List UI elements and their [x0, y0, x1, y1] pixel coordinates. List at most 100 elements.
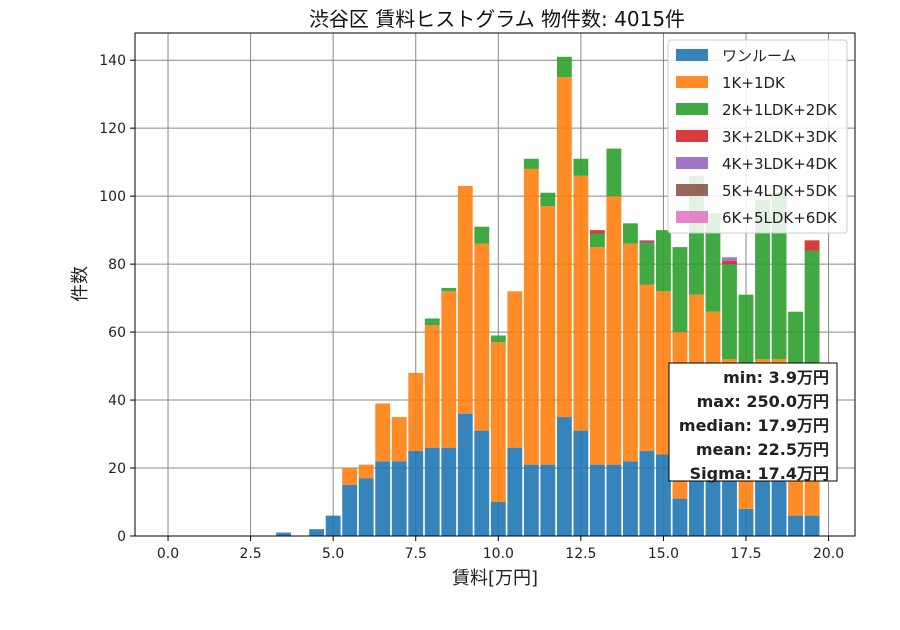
legend-swatch [676, 130, 708, 142]
bar-segment [589, 233, 605, 248]
bar-segment [788, 515, 803, 536]
bar-segment [474, 430, 490, 536]
bar-segment [540, 206, 556, 465]
bar-segment [523, 158, 539, 169]
plot-frame [134, 32, 856, 537]
bar-segment [408, 372, 424, 452]
bar-segment [375, 403, 391, 462]
legend-swatch [676, 103, 708, 115]
x-tick-label: 20.0 [813, 546, 844, 562]
legend: ワンルーム 1K+1DK 2K+1LDK+2DK 3K+2LDK+3DK 4K+3LDK… [667, 39, 848, 234]
bar-segment [325, 515, 341, 536]
bar-segment [622, 223, 638, 244]
bar-segment [738, 508, 754, 536]
bar-segment [424, 318, 440, 326]
bar-segment [523, 464, 539, 536]
x-axis-ticks: 0.0 2.5 5.0 7.5 10.0 12.5 15.0 17.5 20.0 [157, 536, 844, 562]
bar-segment [441, 447, 457, 536]
bar-segment [672, 498, 688, 536]
stats-line: median: 17.9万円 [679, 416, 829, 435]
x-tick-label: 2.5 [239, 546, 261, 562]
bar-segment [639, 284, 655, 452]
y-tick-label: 0 [117, 529, 126, 545]
legend-box [667, 39, 848, 234]
x-tick-label: 15.0 [648, 546, 679, 562]
y-tick-label: 140 [99, 53, 126, 69]
bar-segment [556, 56, 572, 78]
bar-segment [342, 485, 358, 536]
bar-segment [556, 77, 572, 418]
y-tick-label: 80 [108, 257, 126, 273]
legend-swatch [676, 76, 708, 88]
bar-segment [540, 192, 556, 207]
bar-segment [391, 417, 407, 462]
bar-segment [656, 230, 671, 292]
bar-segment [639, 243, 655, 285]
x-tick-label: 0.0 [157, 546, 179, 562]
legend-label: 3K+2LDK+3DK [722, 128, 838, 146]
stats-box-frame [668, 362, 838, 482]
bar-segment [375, 461, 391, 536]
bar-segment [804, 515, 820, 536]
bar-segment [474, 226, 490, 244]
legend-label: 2K+1LDK+2DK [722, 101, 838, 119]
bar-segment [606, 464, 622, 536]
bar-segment [490, 342, 506, 503]
stats-line: max: 250.0万円 [697, 392, 829, 411]
y-axis-ticks: 0 20 40 60 80 100 120 140 [99, 53, 135, 545]
x-tick-label: 10.0 [483, 546, 514, 562]
bar-segment [606, 148, 622, 197]
bar-segment [606, 196, 622, 465]
bar-segment [771, 192, 787, 360]
x-tick-label: 12.5 [565, 546, 596, 562]
legend-swatch [676, 157, 708, 169]
bar-segment [738, 294, 754, 377]
x-tick-label: 5.0 [322, 546, 344, 562]
bar-segment [441, 287, 457, 292]
x-axis-label: 賃料[万円] [452, 568, 538, 589]
bar-segment [391, 461, 407, 536]
legend-label: 4K+3LDK+4DK [722, 155, 838, 173]
y-tick-label: 100 [99, 189, 126, 205]
bar-segment [342, 468, 358, 486]
bar-segment [556, 417, 572, 536]
y-tick-label: 20 [108, 461, 126, 477]
legend-label: 6K+5LDK+6DK [722, 209, 838, 227]
legend-label: 5K+4LDK+5DK [722, 182, 838, 200]
bar-segment [490, 335, 506, 343]
y-tick-label: 40 [108, 393, 126, 409]
legend-label: ワンルーム [722, 47, 797, 65]
bar-segment [755, 199, 770, 360]
bar-segment [441, 291, 457, 448]
bar-segment [507, 291, 523, 448]
bar-segment [705, 213, 721, 312]
bar-segment [622, 461, 638, 536]
bar-segment [589, 247, 605, 465]
bar-segment [589, 464, 605, 536]
bar-segment [573, 430, 589, 536]
bar-segment [589, 230, 605, 234]
bar-segment [309, 529, 325, 536]
bar-segment [474, 243, 490, 431]
x-tick-label: 17.5 [730, 546, 761, 562]
bar-segment [656, 454, 671, 536]
bar-segment [424, 325, 440, 448]
bar-segment [672, 247, 688, 333]
legend-label: 1K+1DK [722, 74, 786, 92]
y-tick-label: 120 [99, 121, 126, 137]
bar-segment [490, 502, 506, 536]
bar-segment [639, 240, 655, 244]
bar-segment [358, 464, 374, 479]
y-axis-label: 件数 [70, 266, 91, 302]
bar-segment [573, 175, 589, 431]
stats-box: min: 3.9万円 max: 250.0万円 median: 17.9万円 mean… [668, 362, 838, 483]
bar-segment [722, 260, 737, 265]
bar-segment [507, 447, 523, 536]
bar-segment [573, 158, 589, 176]
x-tick-label: 7.5 [405, 546, 427, 562]
bar-segment [358, 478, 374, 536]
stats-line: Sigma: 17.4万円 [690, 464, 829, 483]
legend-swatch [676, 184, 708, 196]
bar-segment [639, 451, 655, 536]
